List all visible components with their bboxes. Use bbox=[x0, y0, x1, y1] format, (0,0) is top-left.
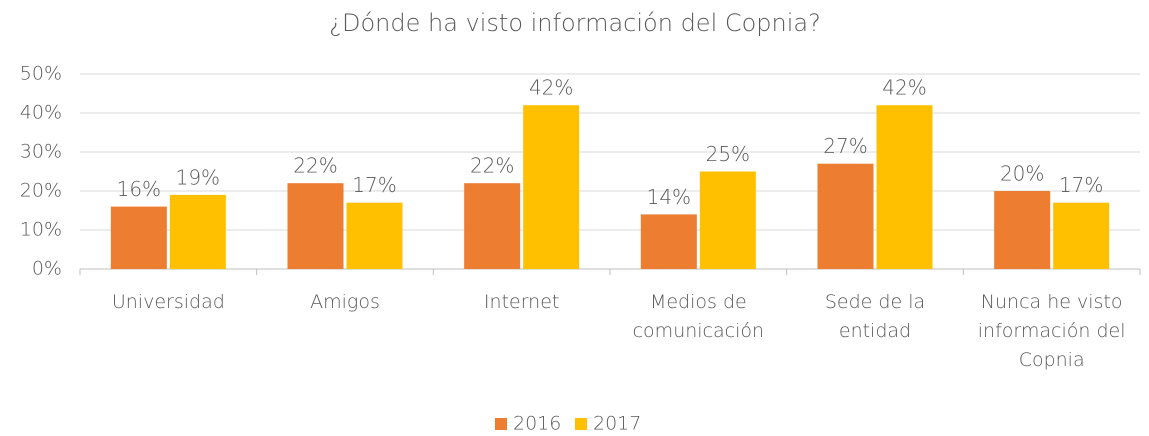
x-tick-label: Internet bbox=[483, 291, 560, 313]
x-tick-label: Nunca he visto información del Copnia bbox=[977, 291, 1126, 371]
data-label: 14% bbox=[647, 185, 691, 209]
legend-label: 2016 bbox=[513, 413, 561, 435]
bar bbox=[876, 105, 933, 269]
bar bbox=[994, 191, 1051, 269]
data-label: 22% bbox=[470, 154, 514, 178]
y-tick-label: 0% bbox=[32, 258, 62, 280]
data-label: 27% bbox=[823, 134, 867, 158]
bar bbox=[699, 171, 756, 269]
bar bbox=[287, 183, 344, 269]
x-tick-label: Universidad bbox=[111, 291, 225, 313]
bar bbox=[346, 202, 403, 269]
bar bbox=[110, 206, 167, 269]
y-tick-label: 30% bbox=[20, 141, 62, 163]
chart-title: ¿Dónde ha visto información del Copnia? bbox=[329, 9, 821, 37]
data-label: 20% bbox=[1000, 162, 1044, 186]
x-tick-label: Sede de la entidad bbox=[824, 291, 926, 342]
data-label: 17% bbox=[352, 173, 396, 197]
bar bbox=[464, 183, 521, 269]
bar bbox=[523, 105, 580, 269]
y-tick-label: 40% bbox=[20, 102, 62, 124]
bar bbox=[169, 194, 226, 269]
legend-swatch bbox=[575, 418, 587, 430]
legend-swatch bbox=[495, 418, 507, 430]
data-label: 42% bbox=[882, 76, 926, 100]
data-label: 16% bbox=[117, 177, 161, 201]
bar bbox=[640, 214, 697, 269]
x-tick-label: Amigos bbox=[310, 291, 380, 313]
data-label: 22% bbox=[293, 154, 337, 178]
y-tick-label: 10% bbox=[20, 219, 62, 241]
data-label: 19% bbox=[176, 165, 220, 189]
data-label: 42% bbox=[529, 76, 573, 100]
data-label: 17% bbox=[1059, 173, 1103, 197]
legend-label: 2017 bbox=[593, 413, 641, 435]
data-label: 25% bbox=[706, 142, 750, 166]
y-tick-label: 50% bbox=[20, 63, 62, 85]
bar bbox=[817, 163, 874, 269]
x-tick-label: Medios de comunicación bbox=[632, 291, 765, 342]
y-tick-label: 20% bbox=[20, 180, 62, 202]
bar bbox=[1053, 202, 1110, 269]
